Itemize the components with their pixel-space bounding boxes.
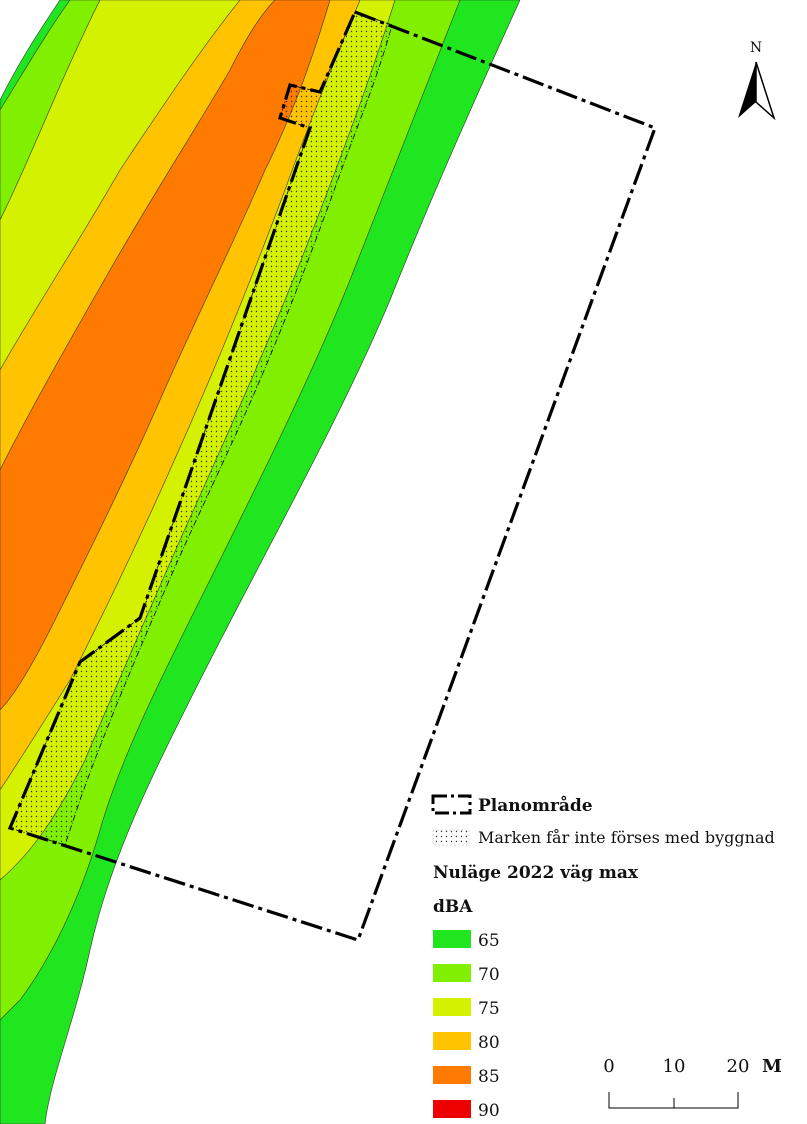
- scale-tick-10: 10: [663, 1056, 686, 1077]
- legend: Planområde Marken får inte förses med by…: [431, 794, 775, 1121]
- legend-swatch-70: [433, 964, 471, 982]
- scale-unit: M: [762, 1056, 782, 1077]
- legend-class-label-75: 75: [478, 999, 500, 1019]
- legend-class-label-70: 70: [478, 965, 500, 985]
- legend-swatch-90: [433, 1100, 471, 1118]
- legend-class-label-80: 80: [478, 1033, 500, 1053]
- legend-classes: 65 70 75 80 85 90: [433, 930, 500, 1121]
- scale-bar: 0 10 20 M: [603, 1056, 782, 1109]
- scale-tick-0: 0: [603, 1056, 614, 1077]
- band-85: [0, 0, 331, 711]
- plan-area-legend-symbol: [431, 794, 472, 815]
- legend-swatch-80: [433, 1032, 471, 1050]
- north-arrow-icon: [738, 62, 756, 118]
- noise-bands: [0, 0, 521, 1124]
- scale-bar-line: [608, 1092, 739, 1109]
- no-build-legend-symbol: [432, 829, 470, 846]
- legend-class-label-85: 85: [478, 1067, 500, 1087]
- no-build-zone: [9, 11, 393, 846]
- legend-title: Nuläge 2022 väg max: [433, 863, 639, 883]
- legend-class-label-90: 90: [478, 1101, 500, 1121]
- legend-swatch-65: [433, 930, 471, 948]
- scale-tick-20: 20: [727, 1056, 750, 1077]
- no-build-legend-label: Marken får inte förses med byggnad: [478, 828, 775, 847]
- plan-area-legend-label: Planområde: [478, 795, 593, 816]
- north-label: N: [750, 40, 762, 56]
- plan-area-outline: [7, 9, 658, 942]
- north-arrow: N: [738, 40, 776, 121]
- legend-swatch-85: [433, 1066, 471, 1084]
- legend-class-label-65: 65: [478, 931, 500, 951]
- legend-swatch-75: [433, 998, 471, 1016]
- legend-unit: dBA: [433, 897, 473, 917]
